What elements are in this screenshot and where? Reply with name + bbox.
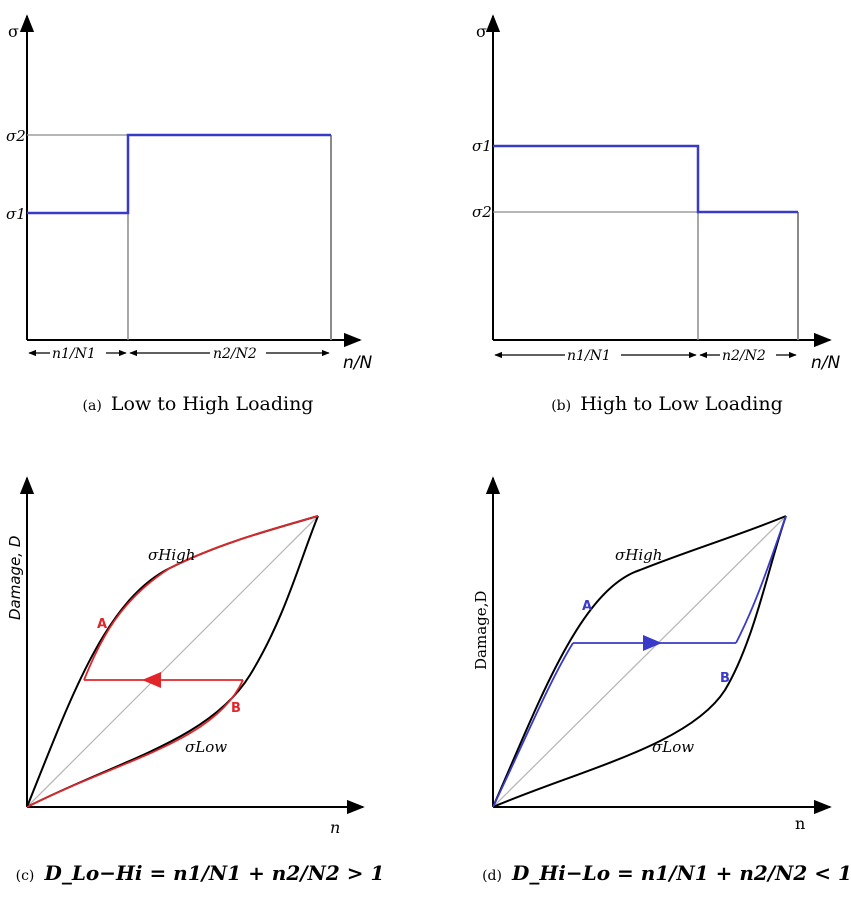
panel-c-path-high-segment [83, 515, 319, 681]
panel-c-transfer-arrowhead [142, 672, 161, 688]
panel-d-y-axis-label: Damage,D [472, 591, 490, 670]
panel-c: Damage, D n A B σHigh σLow (c) D_Lo−Hi =… [6, 476, 385, 885]
panel-a-y-axis-label: σ [8, 22, 19, 41]
panel-a-x-axis-label: n/N [343, 353, 373, 373]
panel-a-seg2-label: n2/N2 [213, 346, 257, 362]
panel-d: Damage,D n A B σHigh σLow (d) D_Hi−Lo = … [472, 476, 851, 885]
panel-d-curve-low-label: σLow [652, 738, 694, 756]
panel-c-diagonal [26, 515, 319, 808]
panel-b-level-high-label: σ1 [472, 137, 492, 155]
panel-a-seg1-label: n1/N1 [52, 346, 96, 362]
panel-d-curve-high-label: σHigh [615, 546, 662, 564]
panel-b-loading-step [493, 144, 798, 214]
panel-c-curve-low-label: σLow [185, 738, 227, 756]
panel-c-path-low-segment [26, 679, 244, 808]
panel-d-curve-high [492, 515, 787, 808]
panel-c-caption: (c) D_Lo−Hi = n1/N1 + n2/N2 > 1 [16, 861, 385, 885]
panel-c-curve-high-label: σHigh [148, 546, 195, 564]
panel-d-point-b: B [720, 671, 730, 686]
panel-b-caption: (b) High to Low Loading [551, 393, 783, 415]
panel-b-seg2-label: n2/N2 [722, 348, 766, 364]
panel-a-level-low-label: σ1 [6, 205, 26, 223]
panel-d-path-low-segment [735, 515, 787, 644]
panel-b-level-low-label: σ2 [472, 203, 492, 221]
panel-c-y-axis-label: Damage, D [6, 536, 24, 620]
panel-c-point-a: A [97, 617, 107, 632]
panel-d-caption: (d) D_Hi−Lo = n1/N1 + n2/N2 < 1 [482, 861, 851, 885]
panel-a-level-high-label: σ2 [6, 127, 26, 145]
panel-d-point-a: A [582, 599, 592, 614]
panel-c-x-axis-label: n [330, 818, 340, 837]
panel-d-diagonal [492, 515, 787, 808]
panel-a-loading-step [27, 133, 331, 215]
panel-b-y-axis-label: σ [476, 22, 487, 41]
panel-b-seg1-label: n1/N1 [567, 348, 611, 364]
panel-d-transfer-arrowhead [643, 635, 662, 651]
panel-d-path-high-segment [492, 642, 574, 808]
panel-d-curve-low [492, 515, 787, 808]
panel-b: σ n/N σ1 σ2 n1/N1 n2/N2 (b) High to Low … [472, 14, 841, 415]
panel-a-caption: (a) Low to High Loading [83, 393, 314, 415]
panel-d-x-axis-label: n [795, 814, 805, 833]
panel-c-point-b: B [231, 701, 241, 716]
panel-a: σ n/N σ2 σ1 n1/N1 n2/N2 (a) Low to High … [6, 14, 373, 415]
panel-b-x-axis-label: n/N [811, 353, 841, 373]
